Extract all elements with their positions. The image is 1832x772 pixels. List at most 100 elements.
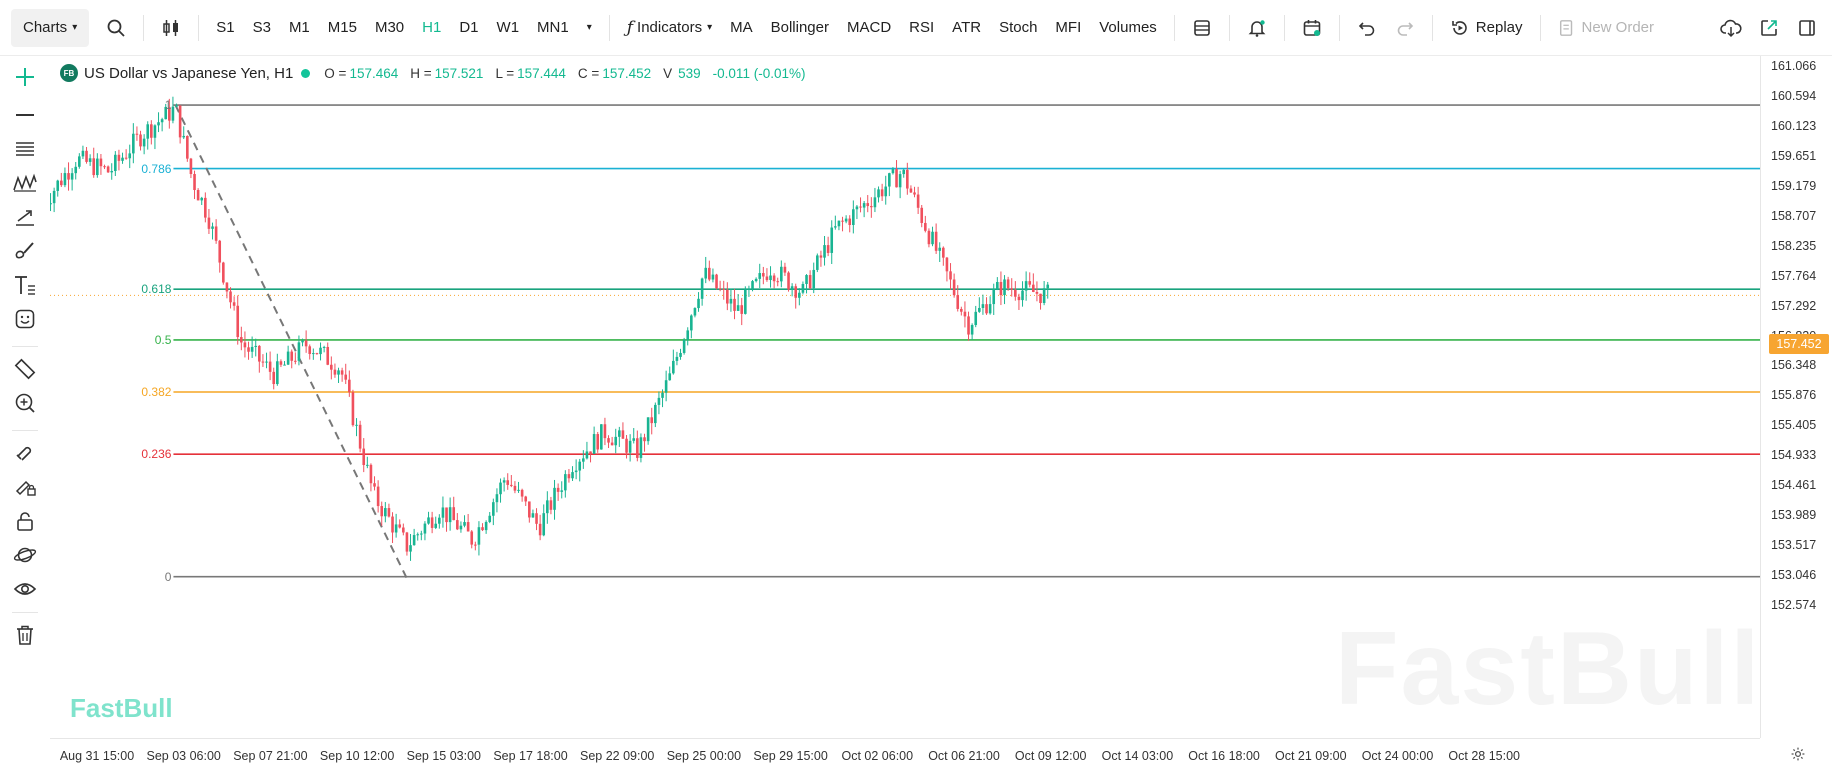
candle-body (776, 281, 780, 283)
candle-body (337, 370, 340, 375)
popout-button[interactable] (1750, 8, 1788, 48)
candle-body (60, 180, 63, 186)
open-value: 157.464 (349, 65, 399, 81)
price-axis-label: 158.235 (1771, 238, 1817, 253)
magnet-tool[interactable] (10, 438, 40, 468)
time-axis-label: Sep 15 03:00 (406, 749, 481, 763)
calendar-button[interactable] (1293, 8, 1331, 48)
timeframe-s3[interactable]: S3 (252, 19, 271, 36)
settings-gear-icon[interactable] (1790, 746, 1806, 762)
emoji-tool[interactable] (10, 304, 40, 334)
price-chart[interactable] (50, 56, 1760, 738)
candle-body (578, 461, 582, 471)
search-icon (107, 19, 125, 37)
indicator-ma[interactable]: MA (730, 19, 753, 36)
indicator-atr[interactable]: ATR (952, 19, 982, 36)
indicator-bollinger[interactable]: Bollinger (770, 19, 829, 36)
projection-tool[interactable] (10, 202, 40, 232)
timeframe-d1[interactable]: D1 (459, 19, 479, 36)
candle-body (654, 404, 657, 424)
timeframe-mn1[interactable]: MN1 (537, 19, 569, 36)
layout-button[interactable] (1183, 8, 1221, 48)
unlock-tool[interactable] (10, 506, 40, 536)
indicator-macd[interactable]: MACD (846, 19, 892, 36)
candle-body (495, 494, 499, 503)
replay-label: Replay (1475, 19, 1523, 36)
price-axis-label: 154.461 (1771, 478, 1817, 493)
timeframe-m15[interactable]: M15 (327, 19, 357, 36)
indicator-mfi[interactable]: MFI (1055, 19, 1082, 36)
undo-button[interactable] (1348, 8, 1386, 48)
horizontal-line-tool[interactable] (10, 100, 40, 130)
candle-body (427, 517, 430, 524)
candle-body (841, 220, 844, 222)
brush-tool[interactable] (10, 236, 40, 266)
charts-menu-button[interactable]: Charts ▾ (11, 8, 90, 47)
crosshair-tool[interactable] (10, 62, 40, 92)
fib-level-label: 0.236 (141, 447, 172, 462)
search-button[interactable] (97, 8, 135, 48)
measure-tool[interactable] (10, 354, 40, 384)
candle-body (452, 507, 456, 521)
candle-body (916, 194, 920, 208)
candle-body (592, 434, 596, 454)
indicator-volumes[interactable]: Volumes (1099, 19, 1157, 36)
time-axis[interactable]: Aug 31 15:00 Sep 03 06:00 Sep 07 21:00 Sep … (50, 738, 1760, 772)
price-axis[interactable]: 161.066 160.594 160.123 159.651 159.179 158.7… (1760, 56, 1832, 738)
redo-button[interactable] (1386, 8, 1424, 48)
candle-body (690, 315, 693, 331)
timeframe-s1[interactable]: S1 (216, 19, 235, 36)
chart-area[interactable]: 1 0.786 0.618 0.5 0.382 0.236 0 (50, 56, 1760, 738)
cloud-save-button[interactable] (1712, 8, 1750, 48)
sidebar-toggle-button[interactable] (1788, 8, 1826, 48)
fibonacci-tool[interactable] (10, 134, 40, 164)
timeframe-w1[interactable]: W1 (496, 19, 520, 36)
candle-body (675, 356, 679, 361)
candle-body (816, 255, 819, 270)
smiley-icon (15, 309, 35, 329)
candle-body (589, 451, 592, 454)
candle-body (222, 262, 225, 283)
candle-body (942, 247, 945, 258)
text-tool[interactable] (10, 270, 40, 300)
zoom-tool[interactable] (10, 388, 40, 418)
objects-tree-tool[interactable] (10, 540, 40, 570)
candle-body (157, 122, 160, 126)
candle-body (445, 507, 448, 523)
candle-body (110, 170, 114, 173)
replay-button[interactable]: Replay (1441, 8, 1532, 48)
timeframe-more-button[interactable]: ▾ (578, 8, 601, 48)
ruler-icon (14, 358, 36, 380)
pattern-tool[interactable] (10, 168, 40, 198)
delete-drawings-tool[interactable] (10, 620, 40, 650)
alerts-button[interactable] (1238, 8, 1276, 48)
lock-drawings-tool[interactable] (10, 472, 40, 502)
indicator-stoch[interactable]: Stoch (999, 19, 1038, 36)
symbol-name[interactable]: US Dollar vs Japanese Yen, H1 (84, 64, 294, 82)
timeframe-m1[interactable]: M1 (288, 19, 310, 36)
new-order-button[interactable]: New Order (1549, 8, 1664, 48)
time-axis-label: Oct 24 00:00 (1361, 749, 1434, 763)
candle-body (319, 347, 322, 355)
indicator-rsi[interactable]: RSI (909, 19, 935, 36)
visibility-tool[interactable] (10, 574, 40, 604)
indicators-button[interactable]: ƒ Indicators ▾ (618, 8, 721, 48)
timeframe-h1[interactable]: H1 (422, 19, 442, 36)
candle-body (153, 125, 157, 138)
candle-body (240, 337, 243, 343)
chart-type-button[interactable] (152, 8, 190, 48)
candle-body (646, 417, 650, 442)
candle-body (618, 430, 621, 437)
candle-body (733, 298, 736, 311)
candle-body (758, 273, 762, 279)
candle-body (992, 289, 996, 305)
candle-body (736, 305, 740, 311)
candle-body (870, 206, 873, 208)
fib-level-label: 0.5 (154, 332, 172, 347)
candle-body (877, 189, 880, 198)
timeframe-m30[interactable]: M30 (374, 19, 405, 36)
candle-body (722, 288, 726, 290)
candle-body (1021, 290, 1024, 301)
candle-body (754, 278, 758, 282)
candle-body (387, 508, 391, 517)
